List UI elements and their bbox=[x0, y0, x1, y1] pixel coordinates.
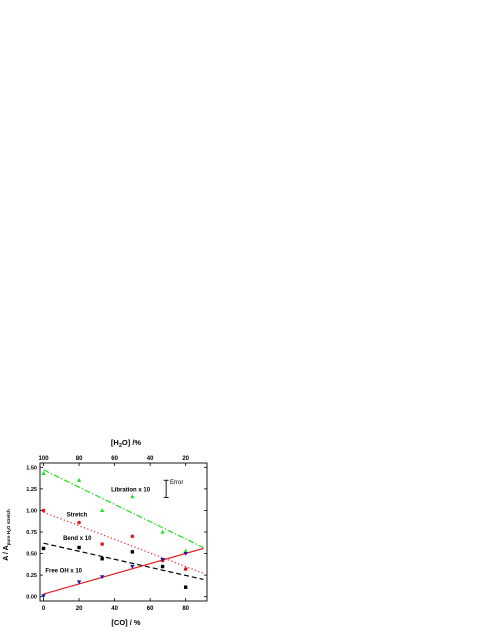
series-label: Bend x 10 bbox=[63, 536, 92, 542]
data-point bbox=[183, 567, 188, 571]
data-point bbox=[76, 580, 82, 585]
fit-line bbox=[43, 547, 204, 595]
data-point bbox=[160, 529, 165, 534]
x-axis-title: [CO] / % bbox=[111, 618, 140, 627]
x2-tick-label: 60 bbox=[111, 456, 118, 462]
fit-line bbox=[43, 511, 204, 574]
y-axis-title-sub: O stretch bbox=[6, 509, 11, 529]
x-tick-label: 0 bbox=[42, 606, 46, 612]
y-tick-label: 0.00 bbox=[26, 595, 37, 601]
data-point bbox=[99, 508, 105, 513]
data-point bbox=[183, 551, 188, 556]
data-point bbox=[100, 542, 104, 546]
axes bbox=[39, 462, 208, 602]
data-point bbox=[130, 534, 135, 539]
x-tick-label: 60 bbox=[147, 606, 154, 612]
y-axis-title-part: A / A bbox=[3, 545, 10, 560]
data-point bbox=[100, 557, 104, 561]
data-point bbox=[160, 558, 165, 562]
x2-tick-label: 80 bbox=[76, 456, 83, 462]
x2-axis-title-sub: 2 bbox=[119, 443, 122, 449]
error-label: Error bbox=[170, 480, 183, 486]
data-point bbox=[183, 585, 188, 589]
data-point bbox=[77, 545, 81, 550]
data-point bbox=[160, 564, 165, 569]
x-tick-label: 20 bbox=[76, 606, 83, 612]
data-point bbox=[99, 575, 105, 580]
y-tick-label: 0.50 bbox=[26, 552, 37, 558]
y-tick-label: 1.00 bbox=[26, 508, 37, 514]
series-label: Stretch bbox=[67, 512, 88, 518]
x-tick-label: 40 bbox=[111, 606, 118, 612]
y-axis-title: A / Apure H2O stretch bbox=[3, 509, 12, 561]
x2-axis-title-part: O] /% bbox=[122, 438, 141, 447]
y-tick-label: 0.25 bbox=[26, 573, 37, 579]
y-tick-label: 0.75 bbox=[26, 530, 37, 536]
x2-tick-label: 100 bbox=[39, 456, 50, 462]
y-axis-title-sub: 2 bbox=[8, 529, 12, 531]
data-point bbox=[41, 594, 46, 599]
y-tick-label: 1.50 bbox=[26, 465, 37, 471]
data-point bbox=[41, 508, 46, 513]
chart-text: [CO] / % [H2O] /% A / Apure H2O stretch … bbox=[3, 438, 190, 627]
x2-tick-label: 20 bbox=[182, 456, 189, 462]
series-label: Libration x 10 bbox=[111, 487, 151, 493]
x2-axis-title-part: [H bbox=[111, 438, 119, 447]
data-point bbox=[41, 471, 46, 475]
y-tick-label: 1.25 bbox=[26, 487, 37, 493]
fit-lines bbox=[43, 469, 204, 595]
fit-line bbox=[43, 469, 204, 549]
x2-tick-label: 40 bbox=[147, 456, 154, 462]
data-point bbox=[130, 564, 135, 569]
data-point bbox=[76, 477, 82, 482]
y-axis-title-sub: pure H bbox=[6, 531, 11, 545]
data-point bbox=[77, 520, 81, 525]
data-point bbox=[130, 494, 135, 499]
series-label: Free OH x 10 bbox=[45, 569, 82, 575]
fit-line bbox=[43, 542, 204, 581]
x-tick-label: 80 bbox=[182, 606, 189, 612]
data-point bbox=[183, 548, 188, 553]
data-point bbox=[41, 546, 46, 551]
x2-axis-title: [H2O] /% bbox=[111, 438, 141, 449]
data-points bbox=[41, 471, 188, 599]
data-point bbox=[130, 550, 135, 554]
